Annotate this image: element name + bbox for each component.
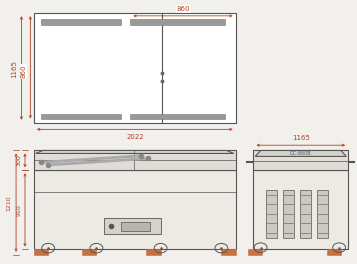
Text: 1165: 1165: [11, 60, 17, 78]
Bar: [121, 222, 150, 231]
Text: DC-860B: DC-860B: [290, 151, 312, 156]
Bar: [34, 170, 236, 249]
Text: 2022: 2022: [126, 134, 144, 140]
Bar: [266, 190, 277, 238]
Text: 300: 300: [16, 155, 21, 166]
Bar: [300, 190, 311, 238]
Polygon shape: [36, 150, 234, 153]
Bar: [253, 170, 348, 249]
Bar: [82, 249, 96, 255]
Bar: [221, 249, 236, 255]
Text: 1210: 1210: [7, 195, 12, 211]
Bar: [34, 150, 236, 170]
Bar: [317, 190, 328, 238]
Bar: [130, 19, 225, 25]
Bar: [248, 249, 262, 255]
Text: 860: 860: [176, 6, 190, 12]
Bar: [283, 190, 294, 238]
Bar: [41, 19, 121, 25]
Bar: [130, 114, 225, 119]
Bar: [104, 218, 161, 234]
Text: 1165: 1165: [292, 135, 310, 141]
Text: 910: 910: [16, 204, 21, 216]
Bar: [146, 249, 161, 255]
Bar: [34, 249, 48, 255]
Bar: [41, 114, 121, 119]
Polygon shape: [255, 150, 346, 156]
Bar: [34, 13, 236, 123]
Bar: [253, 150, 348, 170]
Text: 860: 860: [21, 64, 27, 78]
Bar: [327, 249, 341, 255]
